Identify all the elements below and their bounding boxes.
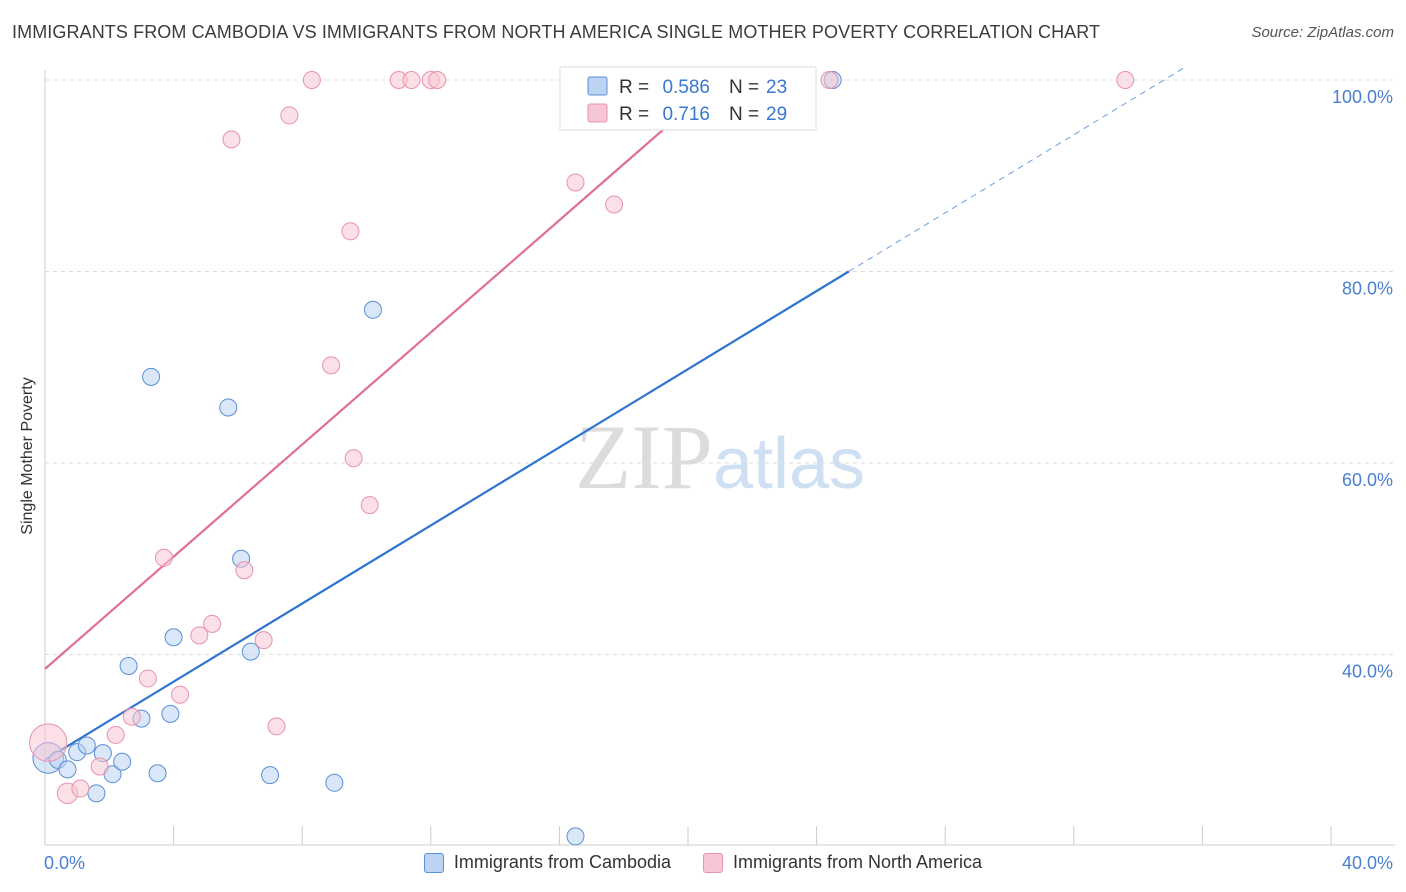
point-cambodia-17 [241, 642, 260, 661]
point-cambodia-15 [219, 398, 238, 417]
point-north-america-22 [402, 71, 421, 89]
point-north-america-15 [280, 106, 299, 125]
point-north-america-24 [428, 71, 447, 89]
legend-item-north-america[interactable]: Immigrants from North America [703, 852, 982, 873]
point-north-america-11 [222, 130, 241, 149]
stats-r-label-1: R = [619, 104, 649, 125]
y-tick-label-0: 40.0% [1342, 662, 1393, 682]
stats-n-label-1: N = [729, 104, 759, 125]
point-north-america-3 [90, 757, 109, 776]
point-north-america-19 [344, 449, 363, 468]
legend-swatch-blue [423, 852, 444, 873]
stats-n-label-0: N = [729, 77, 759, 98]
x-tick-label-min: 0.0% [44, 853, 85, 873]
chart-title: IMMIGRANTS FROM CAMBODIA VS IMMIGRANTS F… [12, 22, 1101, 42]
point-cambodia-19 [325, 773, 344, 792]
point-north-america-28 [1116, 71, 1135, 89]
point-cambodia-12 [148, 764, 167, 783]
source-credit: Source: ZipAtlas.com [1251, 24, 1394, 41]
trend-line-0 [44, 270, 850, 761]
stats-n-value-0: 23 [766, 77, 787, 98]
point-cambodia-18 [261, 766, 280, 785]
stats-legend: R = 0.586 N = 23 R = 0.716 N = 29 [559, 66, 817, 131]
point-north-america-26 [605, 195, 624, 214]
point-cambodia-21 [566, 827, 585, 846]
point-north-america-2 [71, 779, 90, 798]
legend-item-cambodia[interactable]: Immigrants from Cambodia [423, 852, 671, 873]
y-tick-label-2: 80.0% [1342, 279, 1393, 299]
stats-n-value-1: 29 [766, 104, 787, 125]
point-cambodia-4 [77, 736, 96, 755]
stats-r-value-1: 0.716 [662, 104, 710, 125]
point-cambodia-13 [161, 704, 180, 723]
y-tick-label-3: 100.0% [1332, 87, 1393, 107]
point-north-america-17 [322, 356, 341, 375]
legend-label-cambodia: Immigrants from Cambodia [453, 852, 671, 872]
point-cambodia-9 [119, 656, 138, 675]
point-north-america-4 [106, 725, 125, 744]
point-cambodia-14 [164, 628, 183, 647]
series-legend: Immigrants from Cambodia Immigrants from… [0, 852, 1406, 873]
data-points [29, 71, 1135, 846]
point-north-america-7 [154, 548, 173, 567]
axes [44, 70, 1395, 846]
point-north-america-18 [341, 222, 360, 241]
stats-swatch-0 [587, 76, 608, 96]
point-cambodia-11 [142, 367, 161, 386]
point-north-america-12 [235, 561, 254, 580]
trend-line-1 [44, 79, 721, 670]
point-north-america-5 [122, 707, 141, 726]
legend-label-north-america: Immigrants from North America [733, 852, 983, 872]
point-north-america-6 [138, 669, 157, 688]
point-cambodia-5 [87, 784, 106, 803]
point-cambodia-20 [363, 300, 382, 319]
trend-line-extension-0 [848, 65, 1187, 272]
stats-swatch-1 [587, 103, 608, 123]
point-north-america-9 [190, 626, 209, 645]
point-north-america-16 [302, 71, 321, 89]
point-cambodia-2 [58, 760, 77, 779]
point-north-america-14 [267, 717, 286, 736]
stats-r-value-0: 0.586 [662, 77, 710, 98]
point-north-america-8 [171, 685, 190, 704]
stats-r-label-0: R = [619, 77, 649, 98]
x-tick-label-max: 40.0% [1342, 853, 1393, 873]
trend-lines [44, 65, 1187, 761]
point-north-america-0 [29, 723, 68, 762]
y-tick-label-1: 60.0% [1342, 470, 1393, 490]
tick-labels: 40.0% 60.0% 80.0% 100.0% 0.0% 40.0% [44, 87, 1393, 873]
point-north-america-25 [566, 173, 585, 192]
point-north-america-10 [203, 614, 222, 633]
point-cambodia-8 [113, 752, 132, 771]
point-north-america-20 [360, 496, 379, 515]
point-north-america-27 [820, 71, 839, 89]
point-north-america-13 [254, 631, 273, 650]
watermark-zip: ZIPatlas [575, 406, 865, 508]
legend-swatch-pink [703, 852, 723, 873]
